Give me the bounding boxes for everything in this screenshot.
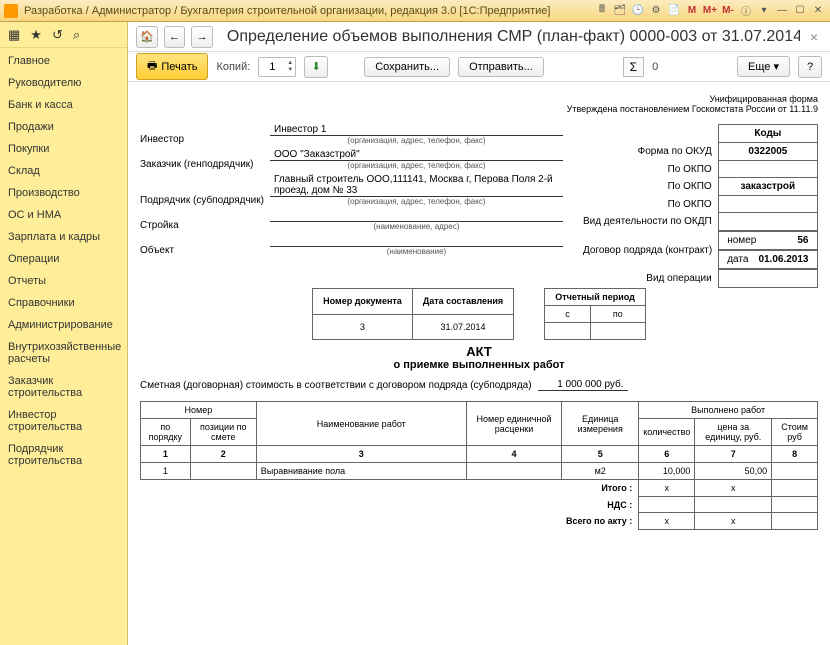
sidebar-item[interactable]: Продажи [0, 116, 127, 138]
help-icon[interactable]: ⓘ [738, 4, 754, 18]
sidebar-item[interactable]: Склад [0, 160, 127, 182]
maximize-button[interactable]: ☐ [792, 4, 808, 18]
mem-mplus[interactable]: M+ [702, 4, 718, 18]
spin-down[interactable]: ▼ [285, 67, 295, 74]
mem-m[interactable]: M [684, 4, 700, 18]
sidebar-item[interactable]: Зарплата и кадры [0, 226, 127, 248]
sidebar-item[interactable]: Справочники [0, 292, 127, 314]
help-button[interactable]: ? [798, 56, 822, 78]
copies-input[interactable] [259, 61, 285, 73]
minimize-button[interactable]: — [774, 4, 790, 18]
sys-icon[interactable]: 🗂 [612, 4, 628, 18]
akt-title: АКТ [140, 344, 818, 359]
mem-mminus[interactable]: M- [720, 4, 736, 18]
estimate-label: Сметная (договорная) стоимость в соответ… [140, 380, 532, 391]
works-table: Номер Наименование работ Номер единичной… [140, 401, 818, 530]
save-button[interactable]: Сохранить... [364, 57, 450, 77]
sys-icon[interactable]: 🖩 [594, 4, 610, 18]
codes-box: Коды Форма по ОКУД0322005 По ОКПО По ОКП… [575, 124, 818, 288]
print-button[interactable]: Печать [136, 53, 208, 80]
more-button[interactable]: Еще ▾ [737, 56, 790, 77]
copies-label: Копий: [216, 61, 250, 73]
customer-value: ООО "Заказстрой" [270, 149, 563, 161]
work-name: Выравнивание пола [256, 463, 466, 480]
close-button[interactable]: ✕ [810, 4, 826, 18]
doc-date: 31.07.2014 [412, 314, 513, 340]
okpo2-value: заказстрой [718, 178, 817, 196]
sidebar-item[interactable]: ОС и НМА [0, 204, 127, 226]
sys-icon[interactable]: 📄 [666, 4, 682, 18]
history-icon[interactable]: ↺ [52, 27, 63, 43]
page-title: Определение объемов выполнения СМР (план… [227, 28, 800, 46]
okud-value: 0322005 [718, 143, 817, 161]
apps-icon[interactable]: ▦ [8, 27, 20, 43]
window-sys-icons: 🖩 🗂 🕒 ⚙ 📄 M M+ M- ⓘ ▾ — ☐ ✕ [594, 4, 826, 18]
form-header-2: Утверждена постановлением Госкомстата Ро… [140, 104, 818, 114]
export-button[interactable]: ⬇ [304, 56, 328, 78]
sidebar-item[interactable]: Покупки [0, 138, 127, 160]
period-table: Отчетный период спо [544, 288, 646, 340]
doc-meta-table: Номер документаДата составления 331.07.2… [312, 288, 514, 340]
search-icon[interactable]: ⌕ [73, 27, 80, 43]
sys-icon[interactable]: 🕒 [630, 4, 646, 18]
doc-number: 3 [313, 314, 413, 340]
sidebar-item[interactable]: Операции [0, 248, 127, 270]
sys-icon[interactable]: ⚙ [648, 4, 664, 18]
estimate-value: 1 000 000 руб. [538, 379, 628, 391]
contractor-value: Главный строитель ООО,111141, Москва г, … [270, 174, 563, 197]
contract-date: 01.06.2013 [758, 254, 808, 265]
close-tab-button[interactable]: × [806, 29, 822, 45]
document-area: Унифицированная форма Утверждена постано… [128, 82, 830, 645]
sidebar-item[interactable]: Банк и касса [0, 94, 127, 116]
send-button[interactable]: Отправить... [458, 57, 544, 77]
sidebar-item[interactable]: Внутрихозяйственные расчеты [0, 336, 127, 370]
back-button[interactable]: ← [164, 26, 186, 48]
window-title: Разработка / Администратор / Бухгалтерия… [24, 5, 594, 17]
codes-title: Коды [718, 125, 817, 143]
akt-subtitle: о приемке выполненных работ [140, 359, 818, 371]
sigma-value: 0 [652, 61, 658, 73]
form-header-1: Унифицированная форма [140, 94, 818, 104]
table-row: 1 Выравнивание пола м2 10,000 50,00 [141, 463, 818, 480]
home-button[interactable]: 🏠 [136, 26, 158, 48]
sigma-icon[interactable]: Σ [623, 57, 644, 77]
sidebar-item[interactable]: Администрирование [0, 314, 127, 336]
contract-num: 56 [797, 235, 808, 246]
dropdown-icon[interactable]: ▾ [756, 4, 772, 18]
sidebar-item[interactable]: Инвестор строительства [0, 404, 127, 438]
sidebar-item[interactable]: Руководителю [0, 72, 127, 94]
star-icon[interactable]: ★ [30, 27, 42, 43]
spin-up[interactable]: ▲ [285, 60, 295, 67]
app-logo [4, 4, 18, 18]
sidebar-item[interactable]: Подрядчик строительства [0, 438, 127, 472]
sidebar: ▦ ★ ↺ ⌕ ГлавноеРуководителюБанк и кассаП… [0, 22, 128, 645]
sidebar-item[interactable]: Главное [0, 50, 127, 72]
forward-button[interactable]: → [191, 26, 213, 48]
sidebar-item[interactable]: Заказчик строительства [0, 370, 127, 404]
copies-spinner[interactable]: ▲▼ [258, 57, 296, 77]
sidebar-item[interactable]: Производство [0, 182, 127, 204]
sidebar-item[interactable]: Отчеты [0, 270, 127, 292]
investor-value: Инвестор 1 [270, 124, 563, 136]
